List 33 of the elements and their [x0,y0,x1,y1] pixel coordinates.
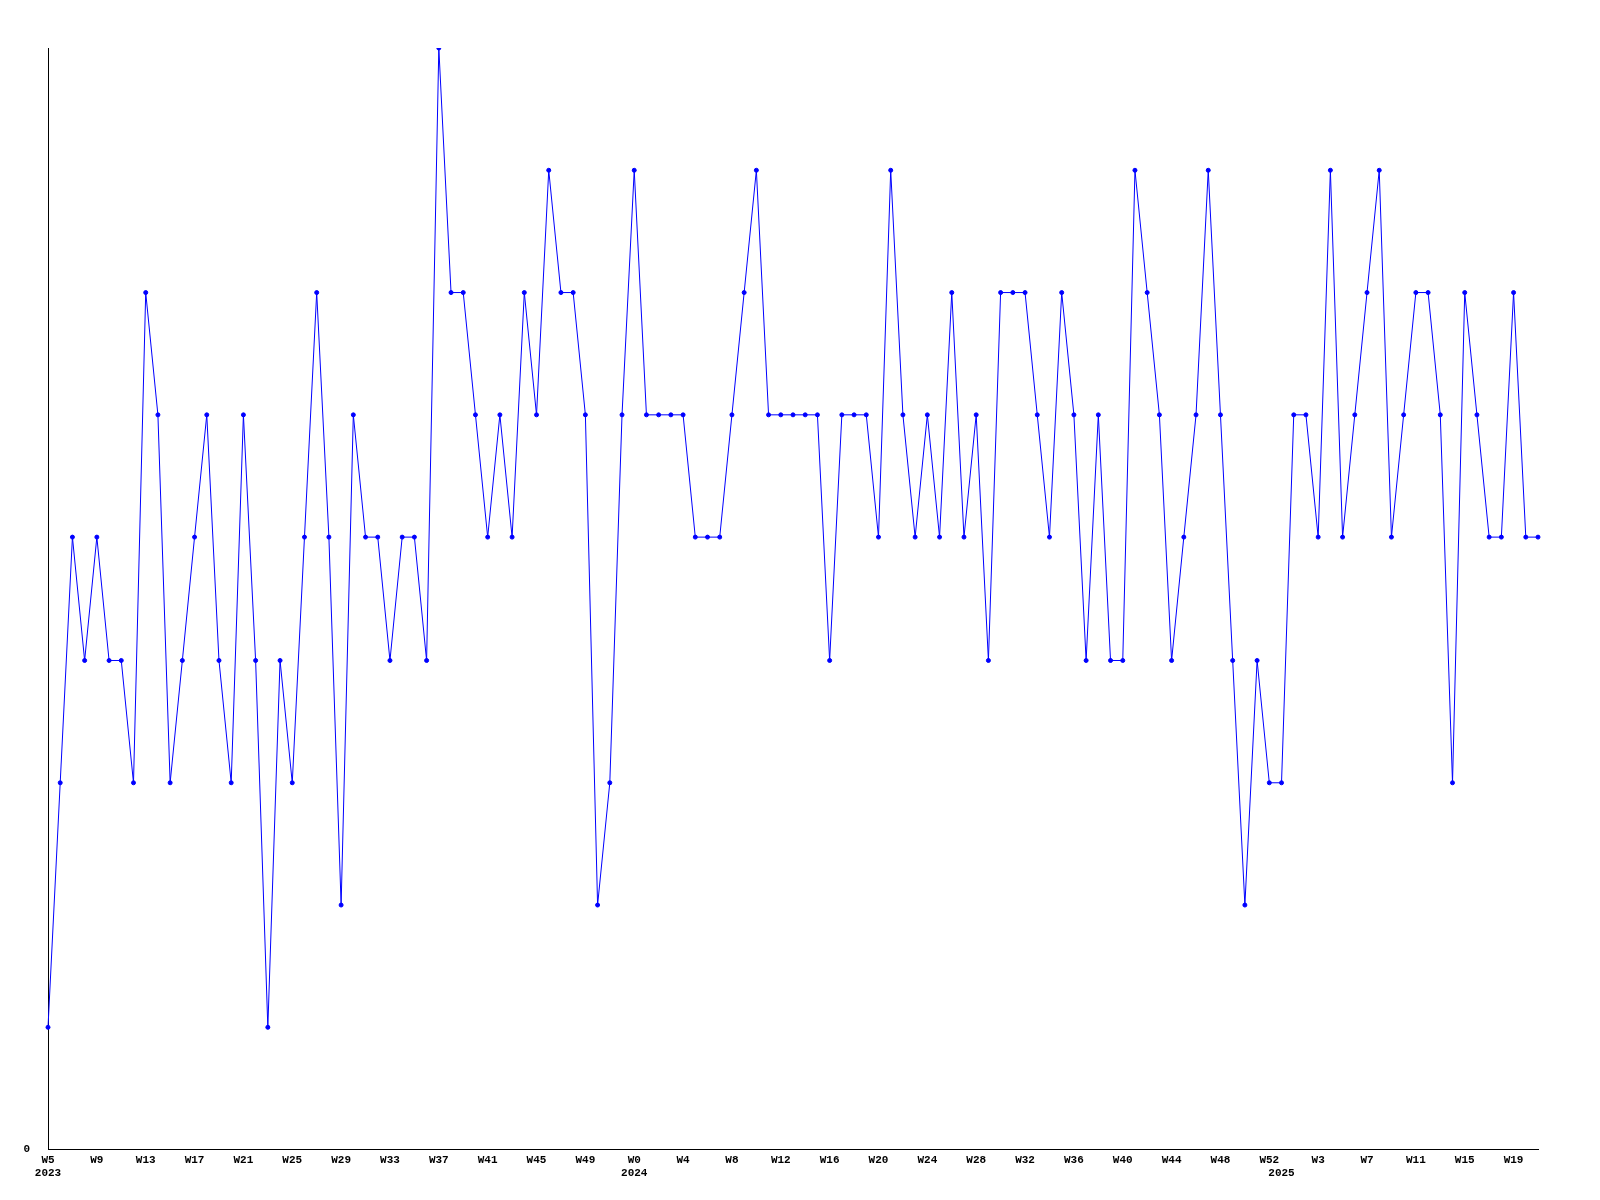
x-tick-label: W15 [1454,1153,1476,1166]
x-tick-label: W52 [1259,1153,1280,1166]
text: 0 [23,1143,30,1156]
x-tick-label: W49 [575,1153,596,1166]
x-tick-label: W7 [1360,1153,1374,1166]
x-tick-label: W4 [676,1153,691,1166]
x-tick-label: W16 [819,1153,840,1166]
x-tick-label: W36 [1064,1153,1084,1166]
x-tick-label: W11 [1405,1153,1427,1166]
x-tick-label: W48 [1210,1153,1231,1166]
x-tick-label: W28 [966,1153,987,1166]
x-tick-label: W17 [184,1153,205,1166]
x-tick-label: W8 [725,1153,739,1166]
x-tick-label: W3 [1311,1153,1326,1166]
x-tick-label: W32 [1015,1153,1035,1166]
x-tick-label: W9 [90,1153,104,1166]
x-tick-label: W0 2024 [621,1153,648,1180]
x-tick-label: W33 [380,1153,401,1166]
x-tick-label: W29 [331,1153,352,1166]
x-tick-label: W40 [1112,1153,1133,1166]
x-tick-label: W20 [868,1153,889,1166]
x-tick-label: W5 2023 [34,1153,62,1180]
x-tick-label: W13 [135,1153,156,1166]
x-tick-label: W37 [428,1153,449,1166]
x-tick-label: 2025 [1268,1167,1296,1180]
x-tick-label: W25 [282,1153,303,1166]
x-tick-label: W12 [770,1153,791,1166]
x-tick-label: W41 [477,1153,498,1166]
x-tick-label: W44 [1161,1153,1182,1166]
x-tick-label: W19 [1503,1153,1524,1166]
x-tick-label: W24 [917,1153,938,1166]
x-tick-label: W21 [233,1153,254,1166]
x-tick-label: W45 [526,1153,547,1166]
